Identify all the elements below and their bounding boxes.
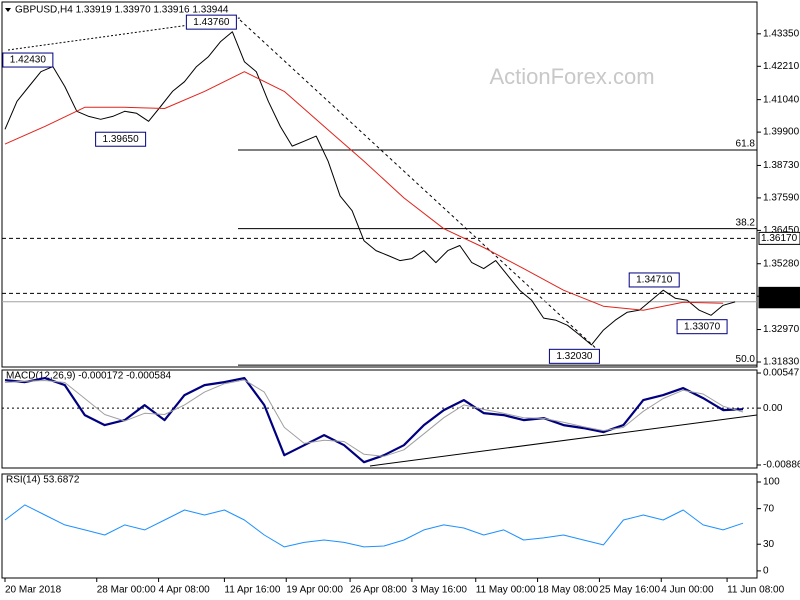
series-line bbox=[4, 71, 724, 311]
x-tick-label: 4 Jun 00:00 bbox=[661, 585, 714, 596]
y-tick-label: 100 bbox=[763, 477, 780, 488]
price-annotation: 1.34710 bbox=[636, 275, 673, 286]
price-annotation-box bbox=[185, 14, 237, 30]
collapse-icon[interactable] bbox=[5, 8, 11, 12]
macd-trend-line bbox=[369, 414, 758, 467]
price-annotation-box bbox=[548, 348, 600, 364]
price-annotation: 1.33070 bbox=[684, 321, 721, 332]
price-annotation: 1.42430 bbox=[10, 55, 47, 66]
y-tick-label: 0.00 bbox=[763, 403, 783, 414]
series-line bbox=[4, 31, 736, 346]
y-tick-label: 1.39900 bbox=[763, 127, 800, 138]
level-label: 1.34240 bbox=[761, 288, 798, 299]
x-tick-label: 11 Apr 16:00 bbox=[224, 585, 280, 596]
x-tick-label: 11 Jun 08:00 bbox=[727, 585, 785, 596]
x-tick-label: 18 May 08:00 bbox=[538, 585, 599, 596]
macd-panel-frame bbox=[1, 369, 758, 469]
y-tick-label: 1.35280 bbox=[763, 258, 800, 269]
rsi-panel-frame bbox=[1, 473, 758, 579]
x-tick-label: 3 May 16:00 bbox=[412, 585, 467, 596]
panel-title: RSI(14) 53.6872 bbox=[6, 475, 80, 486]
price-annotation: 1.32030 bbox=[556, 351, 593, 362]
y-tick-label: 1.32970 bbox=[763, 324, 800, 335]
y-tick-label: 30 bbox=[763, 539, 775, 550]
level-label: 1.36170 bbox=[761, 233, 798, 244]
y-tick-label: 1.31830 bbox=[763, 357, 800, 368]
price-annotation-box bbox=[95, 131, 147, 147]
x-tick-label: 26 Apr 08:00 bbox=[350, 585, 407, 596]
y-tick-label: 1.42210 bbox=[763, 61, 800, 72]
price-annotation-box bbox=[676, 319, 728, 335]
y-tick-label: 70 bbox=[763, 503, 775, 514]
panel-title: MACD(12,26,9) -0.000172 -0.000584 bbox=[6, 371, 172, 382]
fib-label: 50.0 bbox=[736, 354, 756, 365]
y-tick-label: 1.36450 bbox=[763, 225, 800, 236]
series-line bbox=[4, 379, 744, 457]
level-label: 1.33944 bbox=[761, 296, 798, 307]
fib-label: 38.2 bbox=[736, 217, 756, 228]
y-tick-label: 1.43350 bbox=[763, 28, 800, 39]
fib-label: 61.8 bbox=[736, 139, 756, 150]
y-tick-label: -0.00886 bbox=[763, 460, 800, 471]
x-tick-label: 25 May 16:00 bbox=[599, 585, 660, 596]
price-annotation-box bbox=[2, 52, 54, 68]
x-tick-label: 19 Apr 00:00 bbox=[286, 585, 343, 596]
level-box bbox=[758, 231, 800, 245]
price-annotation-box bbox=[628, 272, 680, 288]
x-tick-label: 4 Apr 08:00 bbox=[159, 585, 211, 596]
price-title: GBPUSD,H4 1.33919 1.33970 1.33916 1.3394… bbox=[15, 5, 229, 16]
series-line bbox=[4, 377, 744, 464]
y-tick-label: 1.37590 bbox=[763, 193, 800, 204]
y-tick-label: 1.41040 bbox=[763, 94, 800, 105]
y-tick-label: 0.00547 bbox=[763, 368, 800, 379]
x-tick-label: 11 May 00:00 bbox=[476, 585, 536, 596]
trend-line bbox=[239, 19, 601, 353]
price-annotation: 1.43760 bbox=[193, 17, 230, 28]
trend-line bbox=[7, 17, 241, 51]
x-tick-label: 20 Mar 2018 bbox=[5, 585, 62, 596]
y-tick-label: 1.38730 bbox=[763, 160, 800, 171]
price-panel-frame bbox=[1, 1, 758, 368]
y-tick-label: 0 bbox=[763, 566, 769, 577]
watermark: ActionForex.com bbox=[489, 64, 654, 89]
level-box bbox=[758, 295, 800, 309]
price-annotation: 1.39650 bbox=[103, 134, 140, 145]
x-tick-label: 28 Mar 00:00 bbox=[97, 585, 156, 596]
series-line bbox=[4, 504, 744, 548]
